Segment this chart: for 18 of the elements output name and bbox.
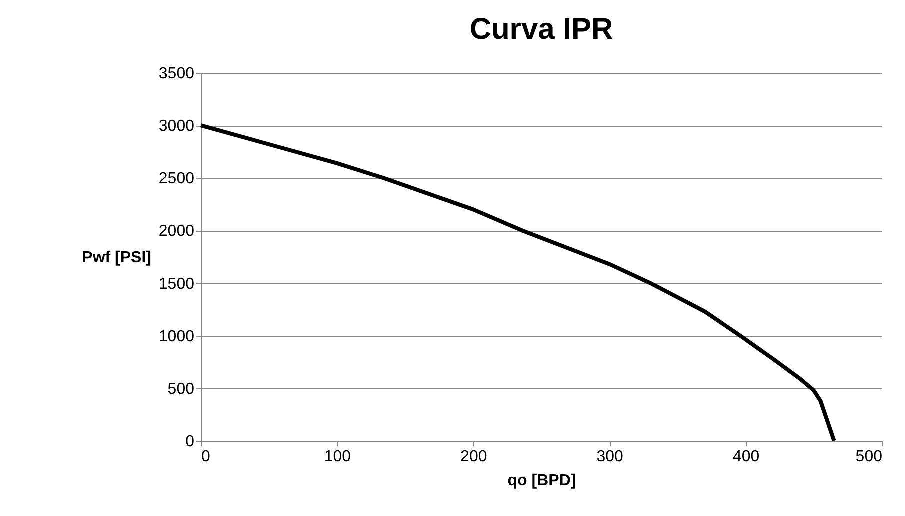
- y-tick-label: 500: [168, 380, 195, 398]
- y-tick-label: 1500: [158, 276, 195, 293]
- y-tick-label: 3000: [158, 118, 195, 136]
- y-tick-label: 0: [186, 434, 195, 450]
- x-tick-label: 100: [324, 448, 352, 466]
- x-tick-label: 200: [460, 448, 488, 466]
- x-tick-label: 0: [202, 448, 210, 466]
- x-axis-title: qo [BPD]: [508, 472, 576, 490]
- x-tick-label: 500: [856, 448, 883, 466]
- x-tick-label: 400: [732, 448, 760, 466]
- y-tick-label: 3500: [158, 66, 195, 82]
- y-tick-label: 2000: [158, 223, 195, 240]
- y-axis-title: Pwf [PSI]: [82, 250, 152, 266]
- line-series: [199, 124, 836, 443]
- y-tick-label: 1000: [158, 328, 195, 346]
- x-tick-label: 300: [596, 448, 624, 466]
- y-tick-label: 2500: [158, 170, 195, 188]
- chart-title: Curva IPR: [470, 13, 614, 46]
